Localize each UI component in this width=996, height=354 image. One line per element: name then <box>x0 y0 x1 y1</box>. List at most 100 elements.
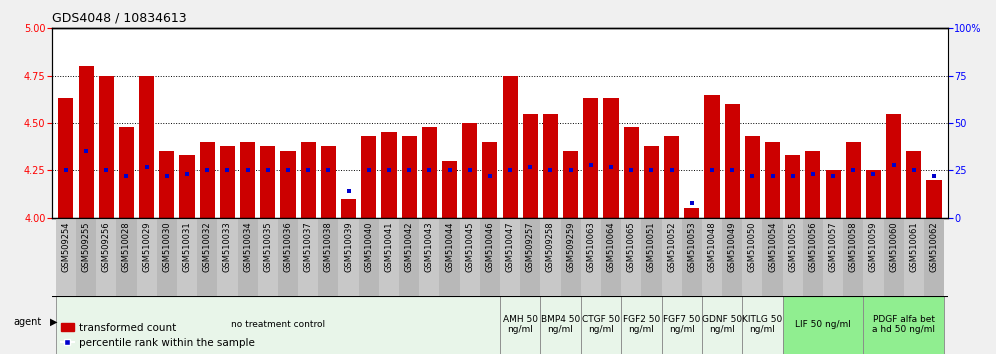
Text: agent: agent <box>14 317 42 327</box>
Bar <box>99 76 114 218</box>
Bar <box>217 218 237 296</box>
Bar <box>462 123 477 218</box>
Bar <box>783 218 803 296</box>
Bar <box>442 161 457 218</box>
Bar <box>341 199 357 218</box>
Text: GSM509256: GSM509256 <box>102 222 111 272</box>
Bar <box>381 132 396 218</box>
Text: CTGF 50
ng/ml: CTGF 50 ng/ml <box>582 315 620 335</box>
Text: GSM510033: GSM510033 <box>223 222 232 272</box>
Bar <box>684 208 699 218</box>
Bar <box>763 218 783 296</box>
Text: GSM510046: GSM510046 <box>485 222 494 272</box>
Text: KITLG 50
ng/ml: KITLG 50 ng/ml <box>742 315 783 335</box>
Text: GSM510039: GSM510039 <box>344 222 353 272</box>
Text: ▶: ▶ <box>50 317 58 327</box>
Bar <box>543 114 558 218</box>
Text: GSM510060: GSM510060 <box>889 222 898 272</box>
Text: GSM510061: GSM510061 <box>909 222 918 272</box>
Bar <box>581 218 601 296</box>
Bar <box>561 218 581 296</box>
Text: GSM510042: GSM510042 <box>404 222 413 272</box>
Bar <box>722 218 742 296</box>
Bar <box>278 218 298 296</box>
Bar <box>664 136 679 218</box>
Text: AMH 50
ng/ml: AMH 50 ng/ml <box>503 315 538 335</box>
Bar <box>702 296 742 354</box>
Bar <box>359 218 378 296</box>
Bar <box>704 95 719 218</box>
Bar <box>785 155 801 218</box>
Bar <box>846 142 861 218</box>
Bar <box>378 218 399 296</box>
Text: LIF 50 ng/ml: LIF 50 ng/ml <box>795 320 851 329</box>
Text: GDNF 50
ng/ml: GDNF 50 ng/ml <box>702 315 742 335</box>
Bar <box>523 114 538 218</box>
Bar <box>258 218 278 296</box>
Bar <box>159 152 174 218</box>
Bar <box>482 142 497 218</box>
Text: GSM510034: GSM510034 <box>243 222 252 272</box>
Text: GSM510065: GSM510065 <box>626 222 635 272</box>
Bar <box>260 146 275 218</box>
Text: GSM510064: GSM510064 <box>607 222 616 272</box>
Bar <box>79 66 94 218</box>
Bar <box>864 296 944 354</box>
Bar <box>924 218 944 296</box>
Bar <box>117 218 136 296</box>
Text: GSM510037: GSM510037 <box>304 222 313 272</box>
Bar <box>139 76 154 218</box>
Bar <box>362 136 376 218</box>
Text: GSM509257: GSM509257 <box>526 222 535 272</box>
Text: GSM510043: GSM510043 <box>425 222 434 272</box>
Text: GSM510051: GSM510051 <box>647 222 656 272</box>
Text: GSM510029: GSM510029 <box>142 222 151 272</box>
Bar <box>520 218 541 296</box>
Text: GSM510047: GSM510047 <box>506 222 515 272</box>
Text: GSM509254: GSM509254 <box>62 222 71 272</box>
Bar <box>119 127 134 218</box>
Bar <box>419 218 439 296</box>
Bar <box>199 142 215 218</box>
Bar <box>301 142 316 218</box>
Text: FGF7 50
ng/ml: FGF7 50 ng/ml <box>663 315 700 335</box>
Text: GSM510030: GSM510030 <box>162 222 171 272</box>
Text: no treatment control: no treatment control <box>231 320 325 329</box>
Text: GSM510052: GSM510052 <box>667 222 676 272</box>
Bar <box>541 296 581 354</box>
Bar <box>503 76 518 218</box>
Text: GSM510057: GSM510057 <box>829 222 838 272</box>
Text: GSM510035: GSM510035 <box>263 222 272 272</box>
Bar <box>197 218 217 296</box>
Bar <box>643 146 659 218</box>
Text: GSM510041: GSM510041 <box>384 222 393 272</box>
Text: GSM510031: GSM510031 <box>182 222 191 272</box>
Text: GSM510040: GSM510040 <box>365 222 374 272</box>
Bar <box>179 155 194 218</box>
Bar <box>459 218 480 296</box>
Bar <box>622 296 661 354</box>
Bar <box>745 136 760 218</box>
Text: GSM510062: GSM510062 <box>929 222 938 272</box>
Bar <box>97 218 117 296</box>
Bar <box>156 218 177 296</box>
Text: GSM510053: GSM510053 <box>687 222 696 272</box>
Bar <box>702 218 722 296</box>
Text: GSM510045: GSM510045 <box>465 222 474 272</box>
Legend: transformed count, percentile rank within the sample: transformed count, percentile rank withi… <box>57 319 259 352</box>
Bar <box>298 218 319 296</box>
Text: GSM510044: GSM510044 <box>445 222 454 272</box>
Bar <box>500 296 541 354</box>
Text: GSM510056: GSM510056 <box>809 222 818 272</box>
Bar <box>480 218 500 296</box>
Bar <box>541 218 561 296</box>
Text: GSM510049: GSM510049 <box>728 222 737 272</box>
Text: GSM510050: GSM510050 <box>748 222 757 272</box>
Bar <box>742 218 763 296</box>
Bar <box>623 127 638 218</box>
Bar <box>661 218 681 296</box>
Bar <box>281 152 296 218</box>
Text: GSM509259: GSM509259 <box>566 222 575 272</box>
Bar <box>926 180 941 218</box>
Text: GSM509255: GSM509255 <box>82 222 91 272</box>
